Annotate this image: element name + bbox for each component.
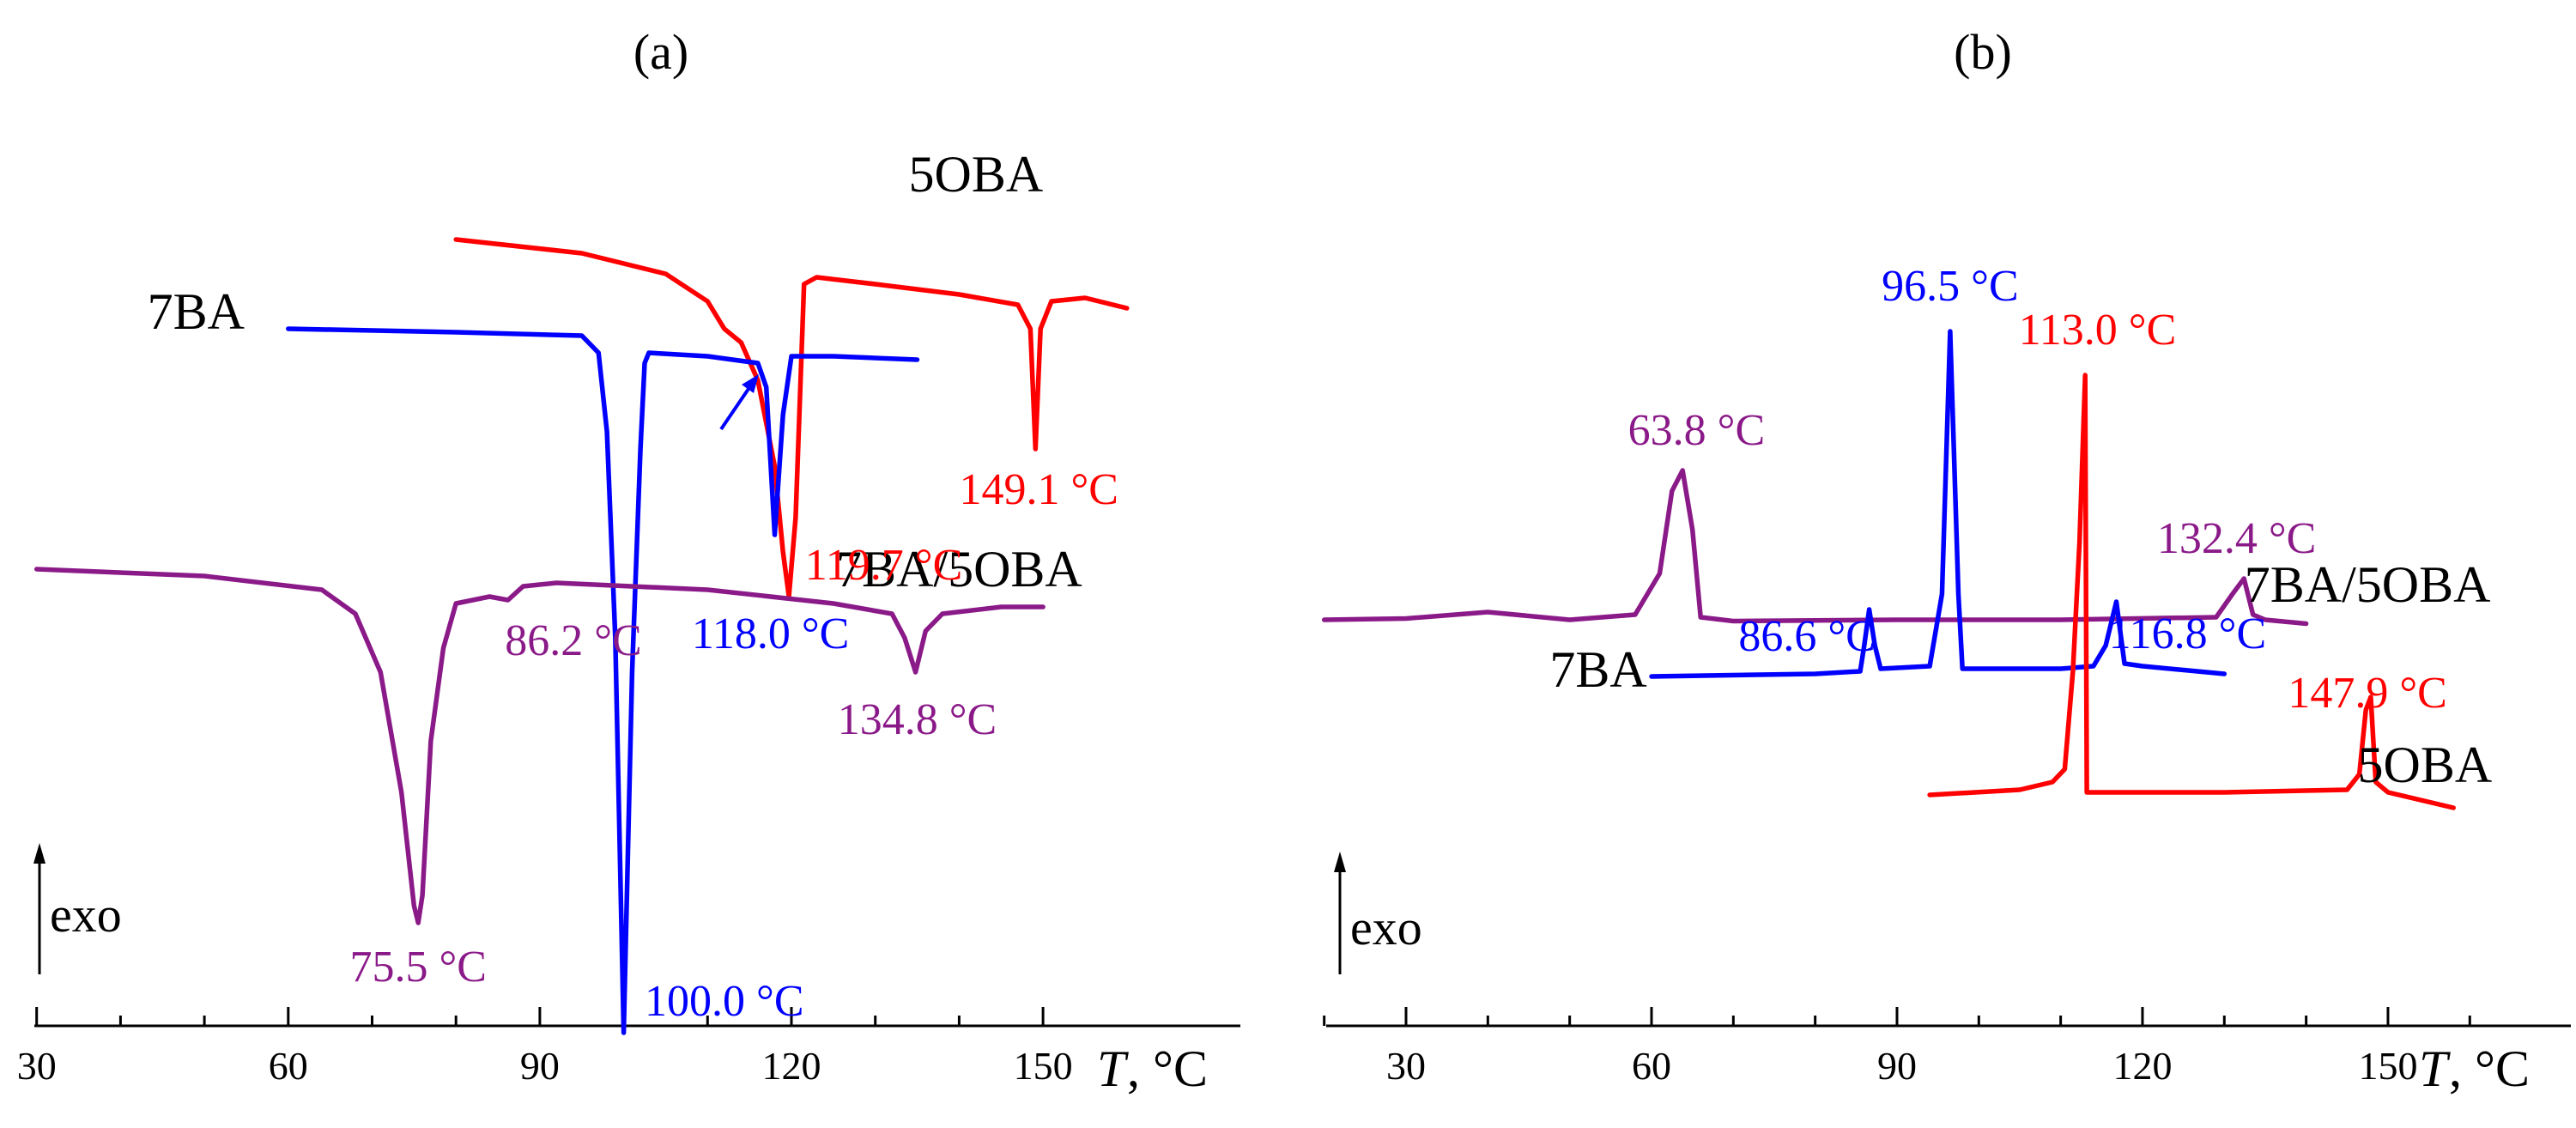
panel-a-annotation-a-mix-name: 7BA/5OBA — [836, 541, 1082, 597]
panel-a-annotation-a-1348: 134.8 °C — [838, 695, 997, 744]
panel-b-series-5oba — [1927, 373, 2456, 810]
panel-a-annotation-a-755: 75.5 °C — [349, 943, 486, 992]
panel-b-tick-label-60: 60 — [1632, 1044, 1671, 1088]
panel-a-118-arrow-line — [719, 385, 752, 431]
panel-b-annotation-b-1168: 116.8 °C — [2109, 609, 2267, 658]
panel-b-annotation-b-965: 96.5 °C — [1882, 262, 2018, 311]
panel-a-118-arrow-head — [742, 374, 759, 393]
panel-b-x-title-unit: , °C — [2449, 1040, 2530, 1097]
panel-b-tick-label-150: 150 — [2358, 1044, 2417, 1088]
panel-b-tick-label-90: 90 — [1877, 1044, 1917, 1088]
panel-a-annotation-a-7ba-name: 7BA — [148, 283, 245, 340]
panel-b-exo-indicator: exo — [1334, 852, 1422, 974]
panel-a-tick-label-60: 60 — [269, 1044, 308, 1088]
panel-a-tick-label-150: 150 — [1014, 1044, 1073, 1088]
panel-b-series-7ba-5oba — [1321, 468, 2309, 627]
panel-b-tick-label-120: 120 — [2112, 1044, 2172, 1088]
panel-a: (a) 30 60 90 120 150 5OBA 7BA 7BA/5OBA 149.1 °C… — [17, 24, 1240, 1097]
panel-b-annotation-b-866: 86.6 °C — [1738, 612, 1875, 661]
panel-a-x-title-var: T — [1097, 1040, 1129, 1097]
panel-a-annotation-a-1000: 100.0 °C — [645, 977, 803, 1026]
panel-b-annotation-b-mix-name: 7BA/5OBA — [2245, 556, 2491, 613]
panel-a-series — [33, 237, 1130, 1035]
panel-a-annotation-a-1197: 119.7 °C — [805, 541, 963, 590]
panel-a-exo-indicator: exo — [33, 843, 122, 974]
panel-b-exo-arrowhead — [1334, 852, 1346, 872]
panel-b-annotation-b-638: 63.8 °C — [1628, 406, 1765, 455]
panel-a-series-5oba — [453, 237, 1130, 599]
panel-a-annotation-a-862: 86.2 °C — [505, 616, 641, 665]
panel-b-x-title-var: T — [2419, 1040, 2451, 1097]
panel-a-annotation-a-1180: 118.0 °C — [692, 609, 850, 658]
panel-b-ticks: 30 60 90 120 150 — [1323, 1007, 2471, 1088]
panel-a-x-title-unit: , °C — [1127, 1040, 1208, 1097]
panel-a-series-7ba-5oba — [33, 567, 1046, 925]
panel-a-annotation-a-5oba-name: 5OBA — [909, 146, 1044, 203]
panel-a-118-arrow — [719, 374, 759, 431]
panel-a-ticks: 30 60 90 120 150 — [17, 1007, 1073, 1088]
panel-b-annotation-b-7ba-name: 7BA — [1549, 641, 1646, 698]
panel-a-annotations: 5OBA 7BA 7BA/5OBA 149.1 °C 119.7 °C 118.0 °C 8… — [148, 146, 1118, 1026]
panel-a-annotation-a-149: 149.1 °C — [959, 465, 1118, 514]
panel-a-tick-label-30: 30 — [17, 1044, 57, 1088]
panel-a-label: (a) — [633, 24, 688, 80]
panel-a-tick-label-90: 90 — [520, 1044, 560, 1088]
panel-a-exo-label: exo — [50, 887, 122, 943]
panel-b-label: (b) — [1954, 24, 2012, 80]
panel-a-exo-arrowhead — [33, 843, 45, 864]
panel-b-annotation-b-1130: 113.0 °C — [2019, 306, 2177, 355]
panel-b-series — [1321, 329, 2456, 810]
panel-b-series-7ba — [1649, 329, 2227, 679]
panel-a-x-title: T , °C — [1097, 1040, 1208, 1097]
panel-b-annotation-b-1479: 147.9 °C — [2288, 669, 2446, 718]
panel-a-tick-label-120: 120 — [762, 1044, 821, 1088]
panel-b-x-title: T , °C — [2419, 1040, 2530, 1097]
panel-a-series-7ba — [286, 326, 920, 1035]
panel-b-annotation-b-1324: 132.4 °C — [2157, 514, 2316, 563]
panel-b-exo-label: exo — [1350, 900, 1422, 955]
panel-b-annotation-b-5oba-name: 5OBA — [2358, 737, 2493, 793]
panel-b: (b) 30 60 90 120 150 7BA/5OBA 7BA 5OBA 63.8 °C 9… — [1321, 24, 2571, 1097]
panel-b-tick-label-30: 30 — [1386, 1044, 1426, 1088]
